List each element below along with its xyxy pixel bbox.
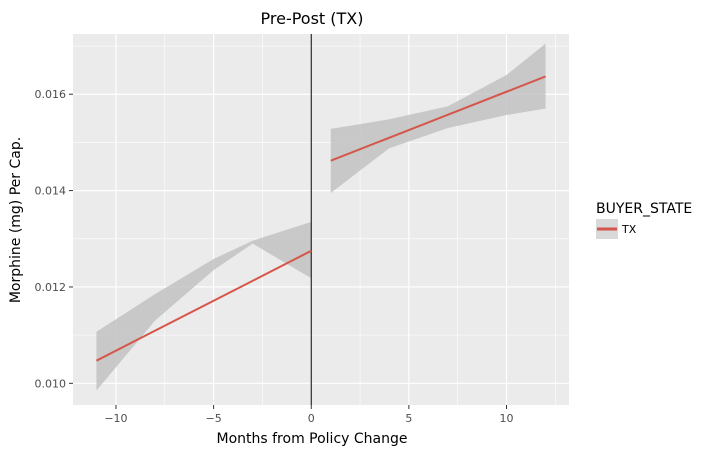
- fit-line-post: [330, 75, 546, 162]
- x-axis-title: Months from Policy Change: [217, 431, 408, 447]
- legend: BUYER_STATE TX: [596, 201, 692, 239]
- y-axis-ticks: 0.010 0.012 0.014 0.016: [35, 88, 73, 390]
- x-tick-label: 5: [405, 412, 412, 425]
- chart-title: Pre-Post (TX): [261, 9, 364, 28]
- confidence-band-pre: [96, 221, 312, 391]
- series-lines: [95, 75, 546, 362]
- y-tick-label: 0.016: [35, 88, 67, 101]
- y-tick-label: 0.014: [35, 185, 67, 198]
- fit-line-pre: [95, 249, 312, 362]
- y-tick-label: 0.012: [35, 281, 67, 294]
- legend-title: BUYER_STATE: [596, 201, 692, 217]
- x-tick-label: 10: [500, 412, 514, 425]
- y-tick-label: 0.010: [35, 377, 67, 390]
- grid-minor: [73, 34, 569, 405]
- x-tick-label: 0: [308, 412, 315, 425]
- x-tick-label: −5: [205, 412, 221, 425]
- x-tick-label: −10: [104, 412, 127, 425]
- legend-label-tx: TX: [621, 223, 637, 236]
- y-axis-title: Morphine (mg) Per Cap.: [8, 137, 24, 303]
- x-axis-ticks: −10 −5 0 5 10: [104, 405, 514, 425]
